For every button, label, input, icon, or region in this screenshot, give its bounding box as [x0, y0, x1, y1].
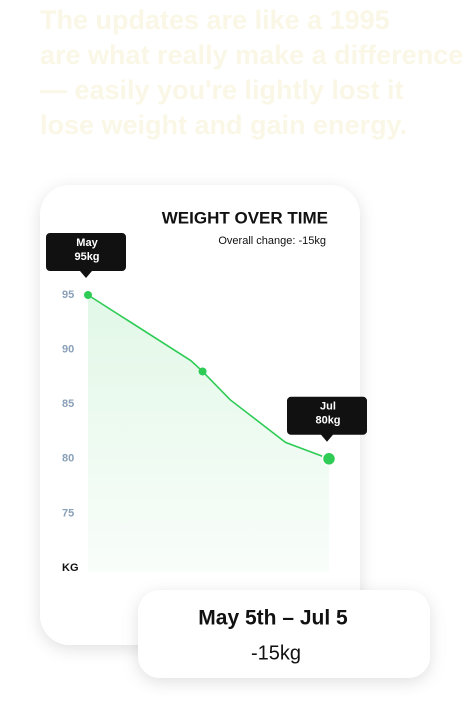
point [198, 367, 207, 376]
intro-line: are what really make a difference [40, 40, 463, 70]
tooltip-text: Jul [320, 401, 336, 413]
area [88, 295, 329, 572]
y-tick-label: 75 [62, 507, 74, 519]
plot: KG 75 80 85 90 95 May 95kg Jul 80kg [46, 233, 367, 574]
tooltip-text: 80kg [315, 415, 340, 427]
intro-line: — easily you're lightly lost it [40, 75, 404, 105]
intro-line: lose weight and gain energy. [40, 110, 407, 140]
summary-card [138, 590, 430, 678]
tooltip-text: May [76, 237, 98, 249]
point [84, 291, 92, 299]
tooltip [46, 233, 126, 278]
tooltip-text: 95kg [74, 251, 99, 263]
y-tick-label: 95 [62, 289, 74, 301]
y-tick-label: 80 [62, 453, 74, 465]
intro-line: The updates are like a 1995 [40, 5, 390, 35]
tooltip [287, 396, 367, 442]
y-tick-label: 85 [62, 398, 74, 410]
chart-title: WEIGHT OVER TIME [162, 208, 328, 227]
intro-text: The updates are like a 1995 are what real… [40, 5, 463, 140]
summary-range: May 5th – Jul 5 [198, 607, 348, 630]
y-tick-label: 90 [62, 344, 74, 356]
y-tick-label: KG [62, 562, 79, 574]
chart-subtitle: Overall change: -15kg [218, 235, 326, 247]
point [321, 451, 337, 467]
line [87, 294, 330, 460]
summary-change: -15kg [251, 642, 301, 664]
